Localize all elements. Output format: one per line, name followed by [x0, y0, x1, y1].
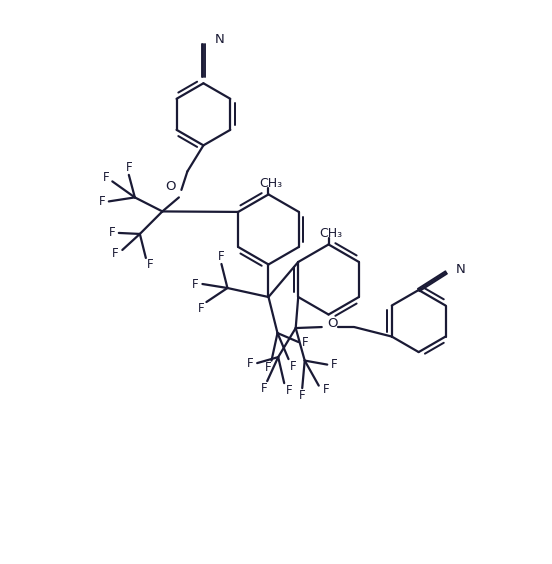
- Text: F: F: [218, 250, 225, 263]
- Text: F: F: [98, 195, 105, 208]
- Text: F: F: [261, 382, 268, 395]
- Text: F: F: [192, 277, 199, 290]
- Text: CH₃: CH₃: [320, 227, 343, 240]
- Text: F: F: [331, 358, 338, 371]
- Text: O: O: [165, 180, 176, 193]
- Text: F: F: [286, 384, 293, 396]
- Text: F: F: [198, 302, 205, 315]
- Text: F: F: [109, 226, 115, 240]
- Text: F: F: [322, 383, 329, 396]
- Text: F: F: [247, 356, 253, 369]
- Text: N: N: [214, 33, 224, 46]
- Text: CH₃: CH₃: [259, 177, 283, 190]
- Text: F: F: [265, 361, 272, 374]
- Text: F: F: [146, 258, 153, 271]
- Text: F: F: [302, 336, 309, 349]
- Text: F: F: [112, 248, 119, 261]
- Text: F: F: [125, 161, 132, 174]
- Text: O: O: [327, 316, 338, 329]
- Text: N: N: [456, 263, 466, 276]
- Text: F: F: [103, 171, 110, 184]
- Text: F: F: [290, 360, 297, 373]
- Text: F: F: [299, 389, 305, 402]
